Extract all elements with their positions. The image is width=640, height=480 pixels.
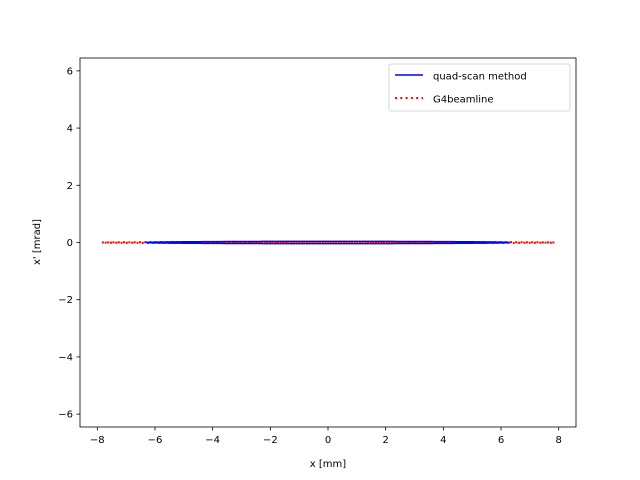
y-tick-label: 4	[67, 124, 73, 135]
x-tick-label: 0	[325, 435, 331, 446]
legend: quad-scan method G4beamline	[388, 63, 571, 112]
x-tick-label: 2	[382, 435, 388, 446]
x-tick-label: 4	[440, 435, 446, 446]
series-layer	[101, 240, 555, 245]
y-tick-label: −6	[58, 410, 73, 421]
legend-box	[388, 63, 571, 112]
x-tick-label: −2	[263, 435, 278, 446]
x-axis-label: x [mm]	[310, 459, 346, 470]
x-tick-label: 8	[556, 435, 562, 446]
legend-label-quad-scan: quad-scan method	[433, 72, 527, 83]
legend-label-g4beamline: G4beamline	[433, 95, 494, 106]
y-tick-label: −4	[58, 352, 73, 363]
y-tick-label: 6	[67, 66, 73, 77]
x-tick-label: −6	[148, 435, 163, 446]
x-axis-ticks: −8 −6 −4 −2 0 2 4 6 8	[90, 427, 562, 446]
x-tick-label: −4	[205, 435, 220, 446]
y-axis-label: x' [mrad]	[32, 219, 43, 265]
y-axis-ticks: −6 −4 −2 0 2 4 6	[58, 66, 80, 421]
x-tick-label: −8	[90, 435, 105, 446]
y-tick-label: 0	[67, 238, 73, 249]
x-tick-label: 6	[498, 435, 504, 446]
series-line-quad-scan	[144, 240, 511, 245]
y-tick-label: −2	[58, 295, 73, 306]
y-tick-label: 2	[67, 181, 73, 192]
